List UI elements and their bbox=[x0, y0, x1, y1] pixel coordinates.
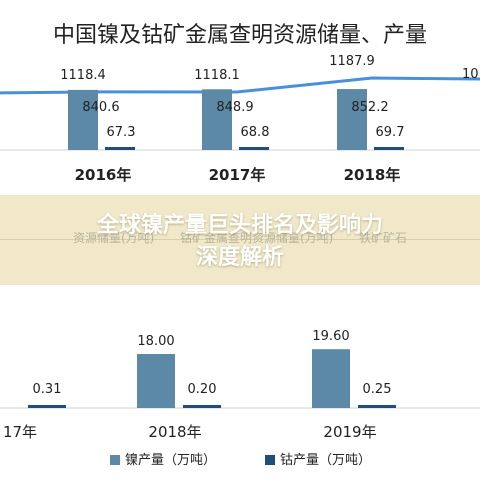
legend-label-nickel: 镍产量（万吨） bbox=[125, 453, 216, 468]
label-series1-1: 848.9 bbox=[216, 100, 253, 115]
label-series1-2: 852.2 bbox=[351, 100, 388, 115]
legend-label-cobalt: 钴产量（万吨） bbox=[280, 453, 371, 468]
bottom-chart-panel: 0.31 17年 18.00 0.20 2018年 19.60 0.25 2019年镍产量（万… bbox=[0, 285, 480, 480]
bottom-chart-marks: 0.31 17年 18.00 0.20 2018年 19.60 0.25 2019年镍产量（万… bbox=[0, 329, 480, 468]
label-cobalt-1: 0.20 bbox=[188, 382, 217, 397]
bar-cobalt-2 bbox=[358, 405, 396, 408]
label-line-2: 1187.9 bbox=[329, 54, 375, 69]
bar-nickel-1 bbox=[137, 354, 175, 408]
label-line-1: 1118.1 bbox=[194, 68, 240, 83]
bar-series2-2 bbox=[374, 147, 404, 150]
bar-series1-0 bbox=[68, 89, 98, 150]
tick-label-2: 2018年 bbox=[344, 166, 401, 184]
top-chart-panel: 中国镍及钴矿金属查明资源储量、产量 840.6 67.3 1118.4 2016年 84… bbox=[0, 0, 480, 195]
bar-series1-2 bbox=[337, 89, 367, 150]
bar-cobalt-1 bbox=[183, 405, 221, 408]
legend-swatch-nickel bbox=[110, 455, 120, 465]
label-series1-0: 840.6 bbox=[82, 100, 119, 115]
label-series2-1: 68.8 bbox=[241, 125, 270, 140]
ghost-legend-text: 资源储量(万吨) 钴矿金属查明资源储量(万吨) 铁矿矿石 bbox=[0, 229, 480, 246]
bar-nickel-2 bbox=[312, 349, 350, 408]
bar-cobalt-0 bbox=[28, 405, 66, 408]
label-nickel-1: 18.00 bbox=[137, 334, 174, 349]
bar-series2-1 bbox=[239, 147, 269, 150]
ghost-left: 资源储量(万吨) bbox=[72, 231, 155, 245]
tick-label-1: 2017年 bbox=[209, 166, 266, 184]
tick-label-1: 2018年 bbox=[148, 423, 201, 441]
label-line-partial: 10 bbox=[462, 67, 479, 82]
bottom-chart: 0.31 17年 18.00 0.20 2018年 19.60 0.25 2019年镍产量（万… bbox=[0, 329, 480, 468]
chart-title: 中国镍及钴矿金属查明资源储量、产量 bbox=[53, 23, 427, 48]
top-chart: 中国镍及钴矿金属查明资源储量、产量 840.667.31118.42016年84… bbox=[0, 23, 480, 184]
label-series2-0: 67.3 bbox=[107, 125, 136, 140]
tick-label-0: 17年 bbox=[3, 423, 37, 441]
top-chart-marks: 840.6 67.3 1118.4 2016年 848.9 68.8 1118.1 2017年… bbox=[0, 54, 480, 184]
label-series2-2: 69.7 bbox=[376, 125, 405, 140]
ghost-divider-line bbox=[0, 239, 480, 240]
headline-line-2: 深度解析 bbox=[195, 245, 284, 270]
label-line-0: 1118.4 bbox=[60, 68, 106, 83]
legend-swatch-cobalt bbox=[265, 455, 275, 465]
bar-series2-0 bbox=[105, 147, 135, 150]
ghost-center: 钴矿金属查明资源储量(万吨) bbox=[179, 231, 334, 245]
headline-line-1: 全球镍产量巨头排名及影响力 bbox=[96, 213, 383, 238]
ghost-right: 铁矿矿石 bbox=[359, 231, 408, 245]
label-nickel-2: 19.60 bbox=[312, 329, 349, 344]
tick-label-2: 2019年 bbox=[323, 423, 376, 441]
label-cobalt-0: 0.31 bbox=[33, 382, 62, 397]
bar-series1-1 bbox=[202, 89, 232, 150]
label-cobalt-2: 0.25 bbox=[363, 382, 392, 397]
tick-label-0: 2016年 bbox=[75, 166, 132, 184]
headline-banner: 资源储量(万吨) 钴矿金属查明资源储量(万吨) 铁矿矿石 全球镍产量巨头排名及影… bbox=[0, 195, 480, 285]
